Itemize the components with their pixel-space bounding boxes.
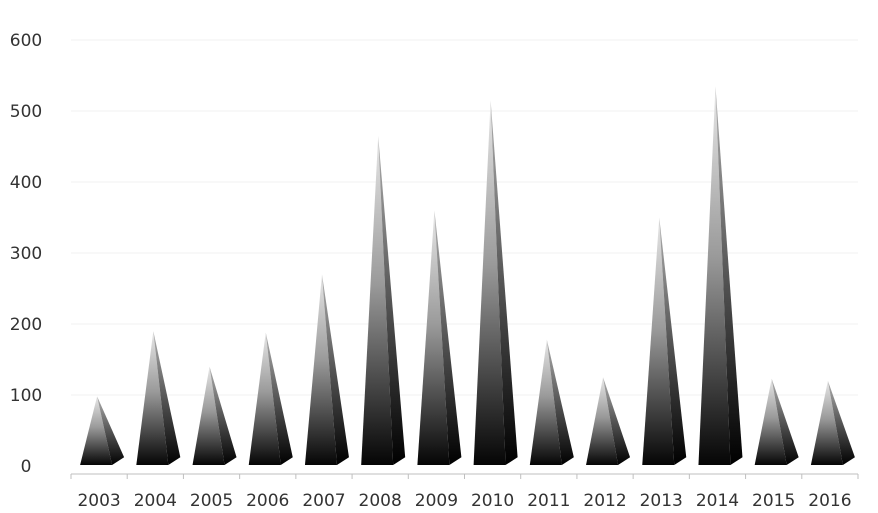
y-tick-label: 100: [10, 386, 42, 406]
pyramid-front-face: [529, 339, 562, 465]
pyramid-side-face: [97, 396, 125, 465]
pyramid-bar-2007: [304, 274, 349, 465]
x-tick-label: 2009: [415, 491, 458, 511]
pyramid-side-face: [827, 380, 855, 465]
pyramid-side-face: [434, 210, 462, 465]
pyramid-side-face: [209, 366, 237, 465]
x-tick-label: 2008: [359, 491, 402, 511]
x-tick-label: 2004: [134, 491, 177, 511]
y-tick-label: 600: [10, 31, 42, 51]
x-tick-label: 2003: [77, 491, 120, 511]
y-tick-label: 200: [10, 315, 42, 335]
pyramid-side-face: [321, 274, 349, 465]
pyramid-bars: [80, 86, 855, 466]
pyramid-front-face: [754, 378, 787, 465]
pyramid-front-face: [473, 100, 506, 465]
pyramid-front-face: [586, 377, 619, 465]
pyramid-front-face: [361, 135, 394, 465]
x-tick-label: 2010: [471, 491, 514, 511]
pyramid-bar-2010: [473, 100, 518, 465]
x-tick-label: 2006: [246, 491, 289, 511]
pyramid-side-face: [153, 331, 181, 465]
pyramid-front-face: [810, 380, 843, 465]
pyramid-front-face: [192, 366, 225, 465]
x-tick-label: 2007: [302, 491, 345, 511]
x-tick-label: 2013: [640, 491, 683, 511]
y-tick-label: 300: [10, 244, 42, 264]
y-tick-label: 400: [10, 173, 42, 193]
pyramid-front-face: [136, 331, 169, 465]
pyramid-side-face: [659, 217, 687, 465]
x-tick-label: 2016: [808, 491, 851, 511]
pyramid-side-face: [265, 332, 293, 465]
gridlines: [71, 39, 858, 396]
pyramid-bar-2008: [361, 135, 406, 465]
pyramid-bar-2004: [136, 331, 181, 465]
y-axis: 0 100 200 300 400 500 600: [10, 31, 42, 477]
pyramid-side-face: [490, 100, 518, 465]
pyramid-bar-2011: [529, 339, 574, 465]
y-tick-label: 500: [10, 102, 42, 122]
x-tick-label: 2011: [527, 491, 570, 511]
x-axis: 2003 2004 2005 2006 2007 2008 2009 2010 2011 2012…: [70, 473, 859, 511]
pyramid-bar-2014: [698, 86, 743, 466]
pyramid-front-face: [248, 332, 281, 465]
pyramid-side-face: [603, 377, 631, 465]
pyramid-bar-2003: [80, 396, 125, 465]
pyramid-side-face: [378, 135, 406, 465]
pyramid-front-face: [417, 210, 450, 465]
pyramid-bar-2015: [754, 378, 799, 465]
x-tick-label: 2015: [752, 491, 795, 511]
pyramid-bar-2009: [417, 210, 462, 465]
pyramid-front-face: [304, 274, 337, 465]
y-tick-label: 0: [21, 457, 32, 477]
pyramid-side-face: [546, 339, 574, 465]
pyramid-bar-2013: [642, 217, 687, 465]
x-tick-label: 2012: [583, 491, 626, 511]
x-tick-label: 2005: [190, 491, 233, 511]
pyramid-side-face: [771, 378, 799, 465]
x-tick-label: 2014: [696, 491, 739, 511]
pyramid-bar-2016: [810, 380, 855, 465]
pyramid-front-face: [642, 217, 675, 465]
pyramid-bar-2012: [586, 377, 631, 465]
pyramid-front-face: [80, 396, 113, 465]
pyramid-bar-2005: [192, 366, 237, 465]
pyramid-front-face: [698, 86, 731, 466]
pyramid-bar-2006: [248, 332, 293, 465]
pyramid-side-face: [715, 86, 743, 466]
